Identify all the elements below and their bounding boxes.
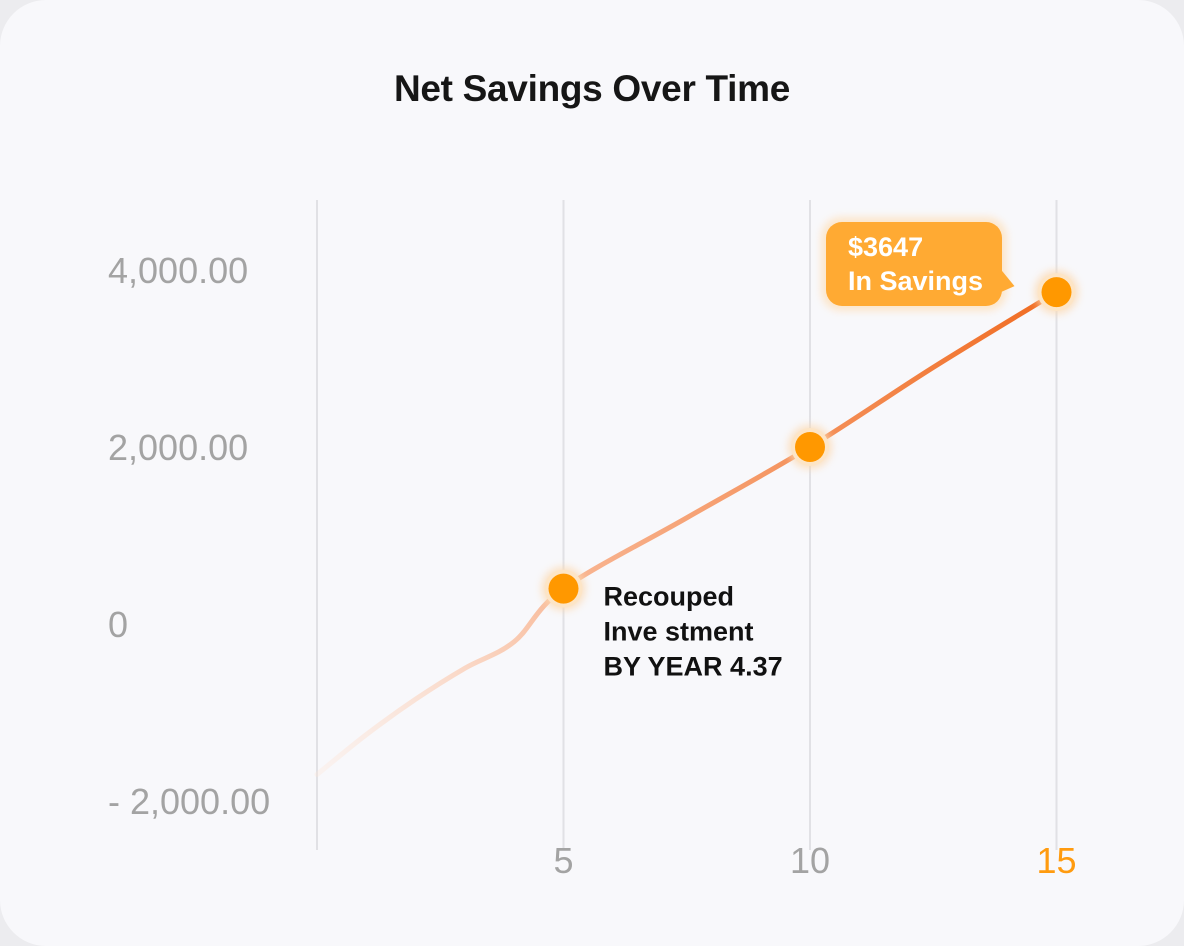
data-point — [788, 425, 832, 469]
annotation-layer: Recouped Inve stment BY YEAR 4.37 $3647 In S… — [604, 217, 1015, 682]
recouped-annotation-line: Inve stment — [604, 617, 754, 647]
series-line — [314, 289, 1059, 777]
savings-callout-line: In Savings — [848, 266, 983, 296]
data-point — [541, 566, 586, 611]
recouped-annotation-line: Recouped — [604, 582, 735, 612]
x-tick-label: 15 — [1036, 840, 1076, 881]
savings-callout: $3647 In Savings — [821, 217, 1015, 311]
y-tick-label: 0 — [108, 604, 128, 645]
marker-layer — [541, 270, 1079, 611]
y-tick-label: 4,000.00 — [108, 250, 248, 291]
savings-callout-line: $3647 — [848, 232, 923, 262]
x-tick-label: 5 — [553, 840, 573, 881]
series-layer — [314, 289, 1059, 777]
y-axis: 4,000.00 2,000.00 0 - 2,000.00 — [108, 250, 270, 822]
recouped-annotation-line: BY YEAR 4.37 — [604, 652, 783, 682]
recouped-annotation: Recouped Inve stment BY YEAR 4.37 — [604, 582, 783, 682]
data-point — [1034, 270, 1079, 315]
x-tick-label: 10 — [790, 840, 830, 881]
y-tick-label: - 2,000.00 — [108, 781, 270, 822]
callout-box — [826, 222, 1002, 306]
chart-title: Net Savings Over Time — [393, 68, 791, 109]
x-axis: 5 10 15 — [553, 840, 1076, 881]
y-tick-label: 2,000.00 — [108, 427, 248, 468]
